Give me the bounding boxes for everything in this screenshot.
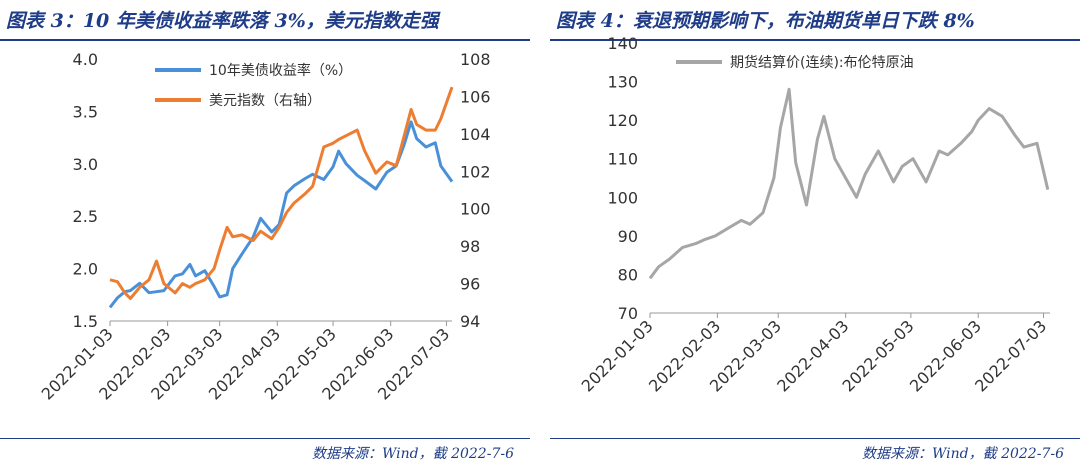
y-right-tick-label: 100 <box>460 200 491 219</box>
y-left-tick-label: 130 <box>607 73 638 92</box>
chart-left-svg: 2022-01-032022-02-032022-03-032022-04-03… <box>38 50 491 404</box>
source-note: 数据来源：Wind，截 2022-7-6 <box>312 446 514 462</box>
chart-right-svg: 2022-01-032022-02-032022-03-032022-04-03… <box>578 34 1051 396</box>
y-right-tick-label: 96 <box>460 275 480 294</box>
title-divider <box>550 39 1080 41</box>
chart-title: 图表 3：10 年美债收益率跌落 3%，美元指数走强 <box>6 10 439 32</box>
y-left-tick-label: 140 <box>607 34 638 53</box>
source-note: 数据来源：Wind，截 2022-7-6 <box>862 446 1064 462</box>
series-line-0 <box>648 87 1050 280</box>
y-left-tick-label: 3.5 <box>73 102 98 121</box>
x-tick-label: 2022-01-03 <box>578 316 657 395</box>
legend-label-0: 期货结算价(连续):布伦特原油 <box>730 54 914 71</box>
legend-label-0: 10年美债收益率（%） <box>209 62 352 79</box>
y-left-tick-label: 110 <box>607 150 638 169</box>
y-right-tick-label: 104 <box>460 125 491 144</box>
chart-panel-right: 图表 4：衰退预期影响下，布油期货单日下跌 8% 2022-01-03 2022-… <box>550 0 1080 467</box>
series-line-1 <box>109 86 454 300</box>
bottom-divider <box>0 438 530 439</box>
y-left-tick-label: 2.5 <box>73 207 98 226</box>
y-left-tick-label: 2.0 <box>73 260 98 279</box>
y-left-tick-label: 90 <box>618 227 638 246</box>
legend-label-1: 美元指数（右轴） <box>209 93 321 109</box>
y-left-tick-label: 100 <box>607 188 638 207</box>
y-right-tick-label: 106 <box>460 87 491 106</box>
y-left-tick-label: 120 <box>607 111 638 130</box>
y-left-tick-label: 80 <box>618 265 638 284</box>
bottom-divider <box>550 438 1080 439</box>
y-left-tick-label: 3.0 <box>73 155 98 174</box>
y-right-tick-label: 94 <box>460 312 480 331</box>
y-right-tick-label: 108 <box>460 50 491 69</box>
y-right-tick-label: 102 <box>460 162 491 181</box>
y-right-tick-label: 98 <box>460 237 480 256</box>
title-divider <box>0 39 530 41</box>
y-left-tick-label: 4.0 <box>73 50 98 69</box>
chart-title: 图表 4：衰退预期影响下，布油期货单日下跌 8% <box>556 10 975 32</box>
y-left-tick-label: 1.5 <box>73 312 98 331</box>
chart-panel-left: 图表 3：10 年美债收益率跌落 3%，美元指数走强 2022-01-03 202… <box>0 0 530 467</box>
y-left-tick-label: 70 <box>618 304 638 323</box>
